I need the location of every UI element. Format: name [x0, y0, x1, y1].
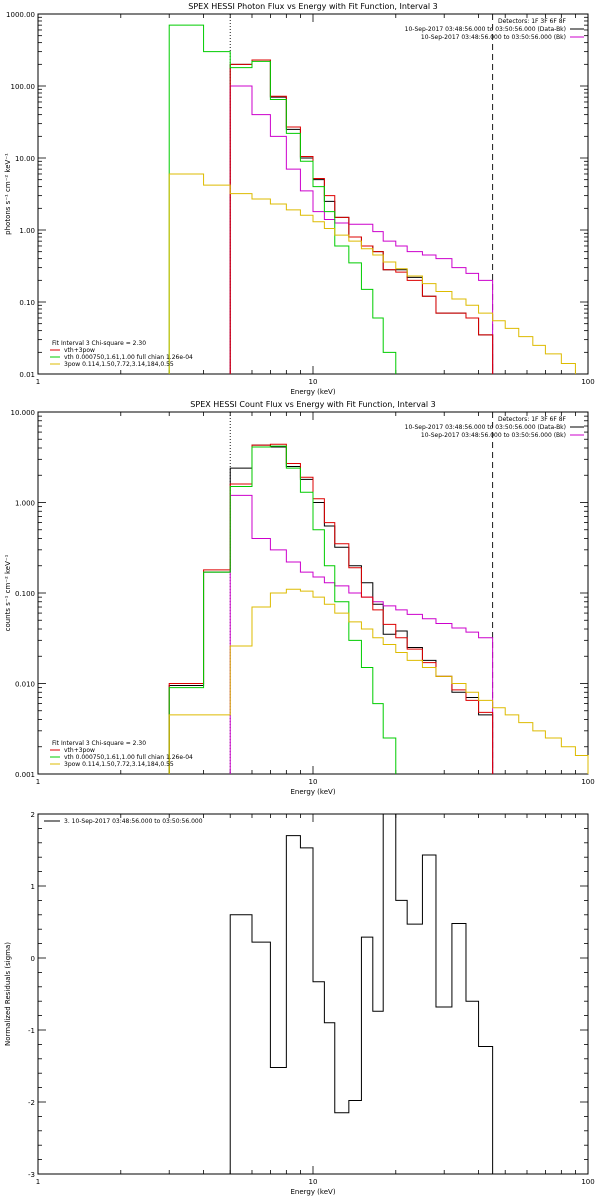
x-tick-label: 1 — [36, 378, 40, 386]
series-data-bk — [229, 59, 494, 374]
y-tick-label: 0.01 — [19, 371, 35, 379]
legend-entry: 3pow 0.114,1.50,7.72,3.14,184,0.55 — [64, 361, 174, 368]
x-tick-label: 10 — [309, 378, 318, 386]
y-tick-label: 0.10 — [19, 299, 35, 307]
series-3pow — [168, 588, 589, 774]
legend-entry: 10-Sep-2017 03:48:56.000 to 03:50:56.000… — [421, 34, 566, 41]
chart-title: SPEX HESSI Photon Flux vs Energy with Fi… — [188, 2, 438, 11]
x-tick-label: 10 — [309, 778, 318, 786]
legend-entry: 10-Sep-2017 03:48:56.000 to 03:50:56.000… — [421, 432, 566, 439]
y-tick-label: 0.010 — [15, 681, 35, 689]
x-axis-label: Energy (keV) — [290, 1188, 335, 1196]
x-tick-label: 1 — [36, 1178, 40, 1186]
series-data-bk — [168, 444, 494, 774]
legend-entry: vth+3pow — [64, 747, 95, 754]
series-vth — [168, 445, 397, 774]
y-axis-label: counts s⁻¹ cm⁻² keV⁻¹ — [4, 554, 12, 631]
y-tick-label: 1.00 — [19, 227, 35, 235]
legend-entry: Detectors: 1F 3F 6F 8F — [498, 416, 567, 423]
series-bk — [229, 85, 494, 374]
x-axis-label: Energy (keV) — [290, 788, 335, 796]
x-tick-label: 100 — [581, 778, 594, 786]
y-tick-label: 0.100 — [15, 590, 35, 598]
y-tick-label: 100.00 — [11, 83, 36, 91]
chart-panel-1: 1 10 100 0.01 0.10 1.00 10.00 100.00 1000.00 SPEX… — [4, 2, 595, 396]
series-vth-3pow — [229, 59, 494, 374]
legend-entry: 3pow 0.114,1.50,7.72,3.14,184,0.55 — [64, 761, 174, 768]
y-tick-label: 10.000 — [11, 409, 36, 417]
y-tick-label: 1000.00 — [6, 11, 35, 19]
x-tick-label: 1 — [36, 778, 40, 786]
legend-entry: vth+3pow — [64, 347, 95, 354]
y-tick-label: -1 — [28, 1027, 35, 1035]
legend-entry: 3. 10-Sep-2017 03:48:56.000 to 03:50:56.… — [64, 818, 203, 825]
legend-entry: 10-Sep-2017 03:48:56.000 to 03:50:56.000… — [405, 26, 566, 33]
series-3pow — [168, 173, 576, 374]
y-tick-label: 2 — [31, 811, 35, 819]
series-vth-3pow — [168, 443, 494, 774]
legend-entry: vth 0.000750,1.61,1.00 full chian 1.26e-… — [64, 754, 193, 761]
series-bk — [229, 494, 494, 774]
y-tick-label: 10.00 — [15, 155, 35, 163]
legend-entry: Fit Interval 3 Chi-square = 2.30 — [52, 740, 146, 747]
y-axis-label: photons s⁻¹ cm⁻² keV⁻¹ — [4, 153, 12, 235]
chart-title: SPEX HESSI Count Flux vs Energy with Fit… — [190, 400, 435, 409]
legend-entry: 10-Sep-2017 03:48:56.000 to 03:50:56.000… — [405, 424, 566, 431]
x-tick-label: 10 — [309, 1178, 318, 1186]
series-3-10-sep-2017-03-48-56-000-to-03-50-56-000 — [229, 813, 494, 1174]
y-tick-label: 0.001 — [15, 771, 35, 779]
legend-entry: vth 0.000750,1.61,1.00 full chian 1.26e-… — [64, 354, 193, 361]
x-tick-label: 100 — [581, 1178, 594, 1186]
y-tick-label: 1 — [31, 883, 35, 891]
y-tick-label: 1.000 — [15, 500, 35, 508]
x-tick-label: 100 — [581, 378, 594, 386]
y-tick-label: -2 — [28, 1099, 35, 1107]
series-vth — [168, 24, 397, 374]
legend-entry: Fit Interval 3 Chi-square = 2.30 — [52, 340, 146, 347]
chart-panel-2: 1 10 100 0.001 0.010 0.100 1.000 10.000 SPEX HES… — [4, 400, 595, 796]
y-tick-label: 0 — [31, 955, 35, 963]
y-axis-label: Normalized Residuals (sigma) — [4, 942, 12, 1046]
y-tick-label: -3 — [28, 1171, 35, 1179]
x-axis-label: Energy (keV) — [290, 388, 335, 396]
legend-entry: Detectors: 1F 3F 6F 8F — [498, 18, 567, 25]
chart-panel-3: 1 10 100 -3 -2 -1 0 1 2 Energy (keV) Normalized Re… — [4, 811, 595, 1196]
